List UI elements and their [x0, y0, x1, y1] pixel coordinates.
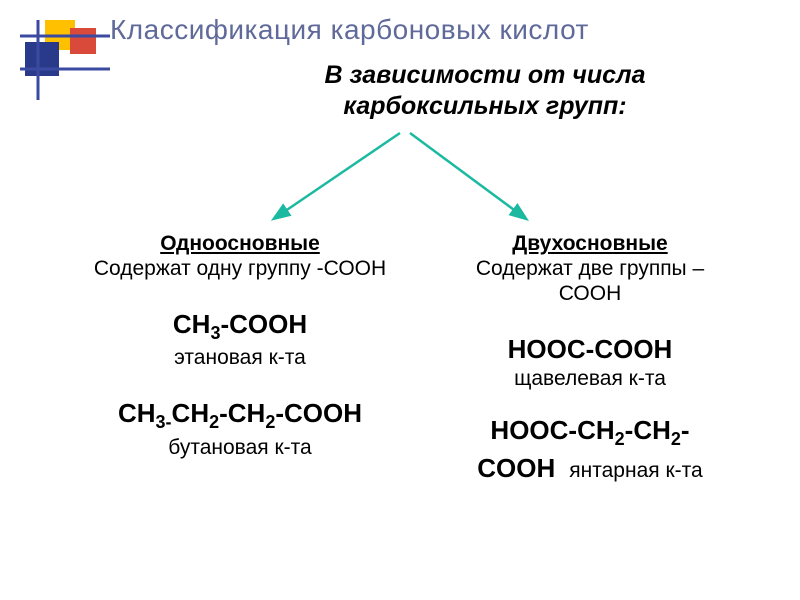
formula-oxalic: HOOC-COOH: [425, 334, 755, 365]
arrow-left: [275, 133, 400, 218]
dibasic-desc: Содержат две группы – СООН: [425, 256, 755, 306]
column-monobasic: Одноосновные Содержат одну группу -СООН …: [80, 232, 400, 460]
branch-arrows: [250, 128, 550, 228]
dibasic-desc-line2: СООН: [559, 282, 622, 305]
arrow-right: [410, 133, 525, 218]
subtitle-line2: карбоксильных групп:: [343, 92, 626, 120]
deco-blue: [25, 42, 59, 76]
formula-succinic-l2: COOH: [477, 453, 555, 484]
name-oxalic: щавелевая к-та: [425, 367, 755, 391]
page-title: Классификация карбоновых кислот: [110, 14, 589, 46]
monobasic-desc: Содержат одну группу -СООН: [80, 256, 400, 281]
monobasic-heading: Одноосновные: [80, 232, 400, 256]
subtitle-line1: В зависимости от числа: [325, 61, 646, 89]
corner-decoration: [20, 20, 110, 100]
succinic-row: COOH янтарная к-та: [425, 453, 755, 484]
name-succinic: янтарная к-та: [569, 459, 702, 483]
deco-red: [70, 28, 96, 54]
formula-ethanoic: CH3-COOH: [80, 309, 400, 344]
subtitle: В зависимости от числа карбоксильных гру…: [240, 60, 730, 123]
formula-butanoic: CH3-CH2-CH2-COOH: [80, 398, 400, 433]
name-butanoic: бутановая к-та: [80, 436, 400, 460]
dibasic-desc-line1: Содержат две группы –: [476, 257, 704, 280]
formula-succinic-l1: HOOC-CH2-CH2-: [425, 415, 755, 450]
dibasic-heading: Двухосновные: [425, 232, 755, 256]
column-dibasic: Двухосновные Содержат две группы – СООН …: [425, 232, 755, 484]
name-ethanoic: этановая к-та: [80, 346, 400, 370]
